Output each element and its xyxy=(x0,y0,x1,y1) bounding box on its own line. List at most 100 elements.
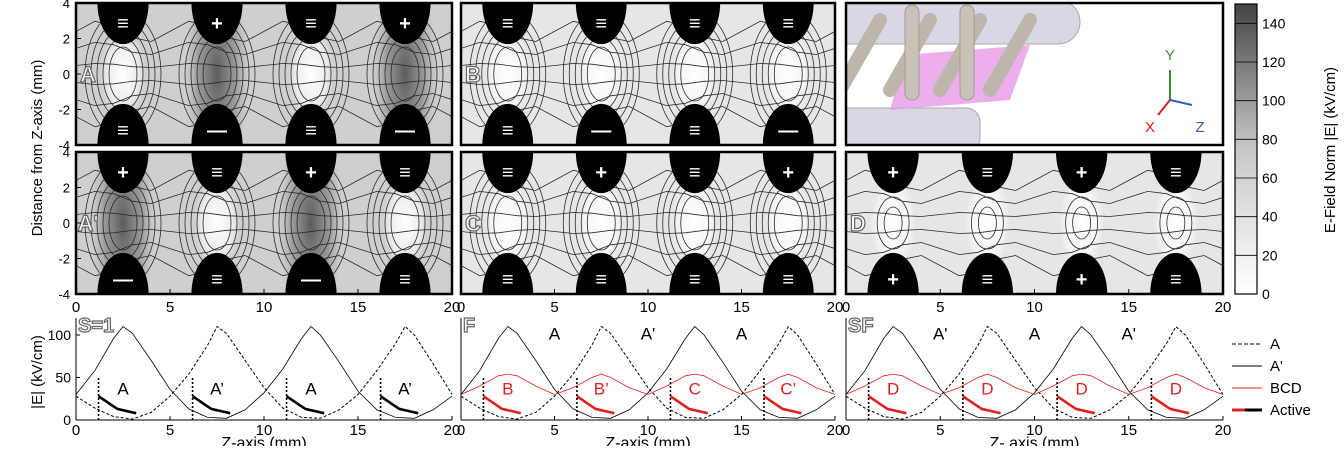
electrode-symbol: + xyxy=(1076,162,1088,184)
field-label: A' xyxy=(1121,324,1136,343)
contour xyxy=(1065,196,1099,250)
colorbar-tick-label: 100 xyxy=(1262,93,1286,109)
y-tick-label: 0 xyxy=(63,216,70,231)
active-segment xyxy=(191,395,231,415)
electrode-symbol: ≡ xyxy=(782,13,794,35)
heatmap-field xyxy=(76,3,452,145)
x-axis-label: X xyxy=(1145,119,1155,136)
colorbar-tick-label: 120 xyxy=(1262,54,1286,70)
x-tick-label: 15 xyxy=(1120,299,1137,316)
panel-label: D xyxy=(850,211,866,236)
electrode-top xyxy=(762,152,814,194)
electrode-symbol: ≡ xyxy=(689,269,701,291)
strong-field-band xyxy=(279,152,343,294)
x-tick-label: 20 xyxy=(827,299,844,316)
y-tick-label: -2 xyxy=(58,252,70,267)
y-tick-label: -2 xyxy=(58,103,70,118)
panel-label: B xyxy=(465,62,481,87)
heatmap-panel-4: ≡ ≡ + ≡ ≡ ≡ + ≡ C 0 5 10 15 20 xyxy=(457,150,844,316)
inset-3d-view: Y X Z xyxy=(844,1,1225,147)
series-A-prime-line xyxy=(75,325,453,419)
legend-label: A' xyxy=(1270,358,1283,375)
rod-top xyxy=(846,3,1081,45)
field-line xyxy=(461,190,835,204)
axis-labels: Distance from Z-axis (mm) |E| (kV/cm) xyxy=(29,60,46,409)
electrode-symbol: ≡ xyxy=(1170,269,1182,291)
inset-body: Y X Z xyxy=(846,3,1223,145)
contour xyxy=(586,46,616,102)
y-tick-label: 100 xyxy=(48,327,72,343)
electrode-bottom xyxy=(669,252,721,294)
electrode-symbol: — xyxy=(778,120,798,142)
subpanel-tag: SF xyxy=(848,315,874,337)
electrode-top xyxy=(669,152,721,194)
electrode-symbol: + xyxy=(887,269,899,291)
field-line xyxy=(461,93,835,107)
contour xyxy=(970,196,1004,250)
x-tick-label: 0 xyxy=(842,422,850,439)
low-field-pocket xyxy=(485,177,531,269)
legend-label: A xyxy=(1270,336,1280,353)
line-panel-2: 0 5 10 15 20 B B’ C C’ A A' A F Z-axis (mm) xyxy=(457,314,844,451)
region-label: B xyxy=(502,380,513,399)
z-axis-arrow xyxy=(1169,99,1193,106)
electrode-symbol: — xyxy=(113,269,133,291)
low-field-pocket xyxy=(100,28,146,120)
electrode-top xyxy=(285,3,337,45)
region-label: A xyxy=(117,380,129,399)
active-segment xyxy=(482,395,522,415)
field-line xyxy=(76,212,452,217)
series-BCD-line xyxy=(460,373,836,395)
line-panel-3: 0 5 10 15 20 D D D D A' A A' SF Z- axis (mm) xyxy=(842,314,1232,451)
x-tick-label: 5 xyxy=(550,422,558,439)
series-A-prime-line xyxy=(460,325,836,419)
colorbar-tick-label: 60 xyxy=(1262,170,1278,186)
electrode-bottom xyxy=(379,252,431,294)
electrode-symbol: ≡ xyxy=(502,162,514,184)
x-tick-label: 10 xyxy=(640,299,657,316)
colorbar-label: E-Field Norm |E| (kV/cm) xyxy=(1322,67,1339,233)
field-line xyxy=(76,242,452,256)
active-segment xyxy=(669,395,709,415)
contour xyxy=(680,46,710,102)
electrode-bottom xyxy=(191,252,243,294)
electrode-symbol: + xyxy=(887,162,899,184)
low-field-pocket xyxy=(765,177,811,269)
electrode-symbol: + xyxy=(305,162,317,184)
y-axis-label: Y xyxy=(1165,47,1175,64)
y-tick-label: 2 xyxy=(63,181,70,196)
electrode-bottom xyxy=(379,103,431,145)
electrode-top xyxy=(191,3,243,45)
electrode-top xyxy=(482,3,534,45)
electrode-symbol: ≡ xyxy=(305,13,317,35)
electrode-bottom xyxy=(191,103,243,145)
low-field-pocket xyxy=(288,28,334,120)
x-tick-label: 20 xyxy=(444,299,461,316)
y-tick-label: -4 xyxy=(58,138,70,153)
field-line xyxy=(76,93,452,107)
y-tick-label: 50 xyxy=(55,370,71,386)
legend-label: BCD xyxy=(1270,380,1302,397)
electrode-top xyxy=(191,152,243,194)
panel-label: C xyxy=(465,211,481,236)
contour xyxy=(202,46,232,102)
electrode-symbol: ≡ xyxy=(117,13,129,35)
electrode-top xyxy=(97,152,149,194)
low-field-pocket xyxy=(578,28,624,120)
electrode-symbol: — xyxy=(591,120,611,142)
contour xyxy=(296,195,326,251)
heatmap-panel-5: + + ≡ ≡ + + ≡ ≡ D 0 5 10 15 20 xyxy=(842,150,1231,316)
electrode-symbol: + xyxy=(782,162,794,184)
contour xyxy=(493,195,523,251)
x-axis-label: Z-axis (mm) xyxy=(221,435,306,446)
active-segment xyxy=(962,395,1001,415)
electrode-symbol: ≡ xyxy=(399,162,411,184)
heatmap-panel-3: +—≡≡+—≡≡A'420-2-40 5 10 15 20 xyxy=(58,145,461,316)
y-tick-label: 4 xyxy=(63,145,70,160)
x-tick-label: 5 xyxy=(166,422,174,439)
electrode-symbol: + xyxy=(399,13,411,35)
contour xyxy=(296,46,326,102)
electrode-top xyxy=(575,3,627,45)
electrode-symbol: ≡ xyxy=(1170,162,1182,184)
